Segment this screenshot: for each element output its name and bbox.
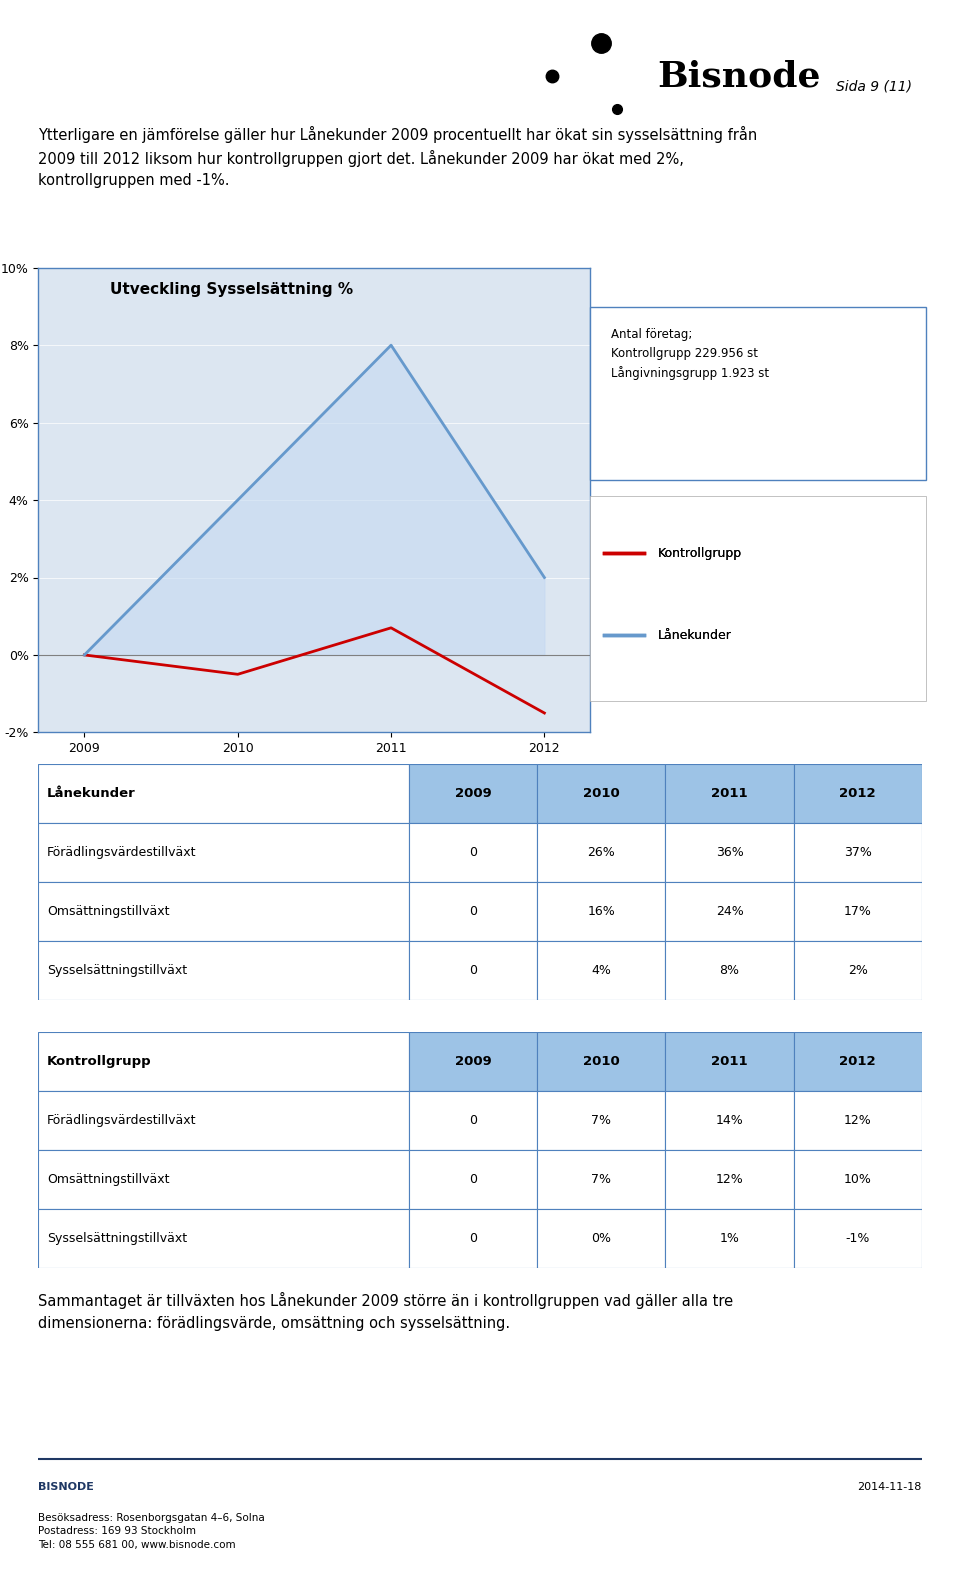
Text: 2014-11-18: 2014-11-18	[857, 1482, 922, 1493]
Text: Förädlingsvärdestillväxt: Förädlingsvärdestillväxt	[47, 1114, 197, 1126]
Bar	[538, 1090, 665, 1150]
Text: Sysselsättningstillväxt: Sysselsättningstillväxt	[47, 964, 187, 976]
Bar	[409, 940, 538, 1000]
Bar	[665, 1210, 794, 1268]
FancyBboxPatch shape	[590, 496, 926, 701]
Bar	[38, 1090, 409, 1150]
Bar	[794, 940, 922, 1000]
Text: Kontrollgrupp: Kontrollgrupp	[658, 547, 742, 561]
Text: Sammantaget är tillväxten hos Lånekunder 2009 större än i kontrollgruppen vad gä: Sammantaget är tillväxten hos Lånekunder…	[38, 1292, 733, 1331]
Text: 0%: 0%	[591, 1232, 612, 1244]
Bar	[794, 1032, 922, 1090]
Text: 0: 0	[469, 846, 477, 858]
Text: 8%: 8%	[719, 964, 739, 976]
Text: 0: 0	[469, 906, 477, 918]
Bar	[538, 764, 665, 822]
Bar	[538, 822, 665, 882]
Bar	[665, 1032, 794, 1090]
Text: 16%: 16%	[588, 906, 615, 918]
Text: Besöksadress: Rosenborgsgatan 4–6, Solna
Postadress: 169 93 Stockholm
Tel: 08 55: Besöksadress: Rosenborgsgatan 4–6, Solna…	[38, 1514, 265, 1550]
Bar	[665, 1150, 794, 1210]
Text: 2012: 2012	[839, 1055, 876, 1068]
Bar	[409, 822, 538, 882]
Bar	[38, 940, 409, 1000]
Text: Ytterligare en jämförelse gäller hur Lånekunder 2009 procentuellt har ökat sin s: Ytterligare en jämförelse gäller hur Lån…	[38, 126, 757, 187]
Text: Förädlingsvärdestillväxt: Förädlingsvärdestillväxt	[47, 846, 197, 858]
Bar	[409, 1090, 538, 1150]
Bar	[794, 882, 922, 940]
Text: 2%: 2%	[848, 964, 868, 976]
Text: 12%: 12%	[715, 1173, 743, 1186]
Text: Lånekunder: Lånekunder	[658, 628, 732, 643]
Text: 10%: 10%	[844, 1173, 872, 1186]
Bar	[665, 1090, 794, 1150]
Text: -1%: -1%	[846, 1232, 870, 1244]
Bar	[538, 940, 665, 1000]
Text: Sida 9 (11): Sida 9 (11)	[836, 80, 912, 93]
Text: 17%: 17%	[844, 906, 872, 918]
Text: Antal företag;
Kontrollgrupp 229.956 st
Långivningsgrupp 1.923 st: Antal företag; Kontrollgrupp 229.956 st …	[611, 328, 769, 381]
Bar	[665, 822, 794, 882]
Text: 1%: 1%	[720, 1232, 739, 1244]
Text: Kontrollgrupp: Kontrollgrupp	[47, 1055, 152, 1068]
Bar	[38, 1150, 409, 1210]
Text: Bisnode: Bisnode	[657, 60, 821, 93]
Bar	[794, 822, 922, 882]
Text: 7%: 7%	[591, 1173, 612, 1186]
Text: 2010: 2010	[583, 788, 620, 800]
Text: 0: 0	[469, 1114, 477, 1126]
Bar	[409, 1210, 538, 1268]
Bar	[538, 1210, 665, 1268]
Text: 0: 0	[469, 1173, 477, 1186]
Text: 7%: 7%	[591, 1114, 612, 1126]
Bar	[409, 882, 538, 940]
FancyBboxPatch shape	[590, 307, 926, 480]
Text: 24%: 24%	[715, 906, 743, 918]
Text: 2011: 2011	[711, 788, 748, 800]
Text: 0: 0	[469, 964, 477, 976]
Text: Omsättningstillväxt: Omsättningstillväxt	[47, 906, 170, 918]
Bar	[38, 1032, 409, 1090]
Text: 4%: 4%	[591, 964, 612, 976]
Text: 2012: 2012	[839, 788, 876, 800]
Text: BISNODE: BISNODE	[38, 1482, 94, 1493]
Bar	[409, 764, 538, 822]
Text: 2009: 2009	[455, 1055, 492, 1068]
Bar	[409, 1150, 538, 1210]
Bar	[38, 764, 409, 822]
Text: 36%: 36%	[715, 846, 743, 858]
Bar	[538, 882, 665, 940]
Text: 12%: 12%	[844, 1114, 872, 1126]
Text: 14%: 14%	[715, 1114, 743, 1126]
Text: Sysselsättningstillväxt: Sysselsättningstillväxt	[47, 1232, 187, 1244]
Bar	[665, 940, 794, 1000]
Text: Lånekunder: Lånekunder	[658, 628, 732, 643]
Text: 26%: 26%	[588, 846, 615, 858]
Text: Utveckling Sysselsättning %: Utveckling Sysselsättning %	[110, 282, 353, 296]
Text: Lånekunder: Lånekunder	[47, 788, 136, 800]
Text: 2010: 2010	[583, 1055, 620, 1068]
Bar	[794, 1150, 922, 1210]
Bar	[38, 1210, 409, 1268]
Bar	[665, 882, 794, 940]
Bar	[538, 1150, 665, 1210]
Bar	[665, 764, 794, 822]
Bar	[409, 1032, 538, 1090]
Text: Omsättningstillväxt: Omsättningstillväxt	[47, 1173, 170, 1186]
Bar	[794, 764, 922, 822]
Bar	[794, 1210, 922, 1268]
Text: 0: 0	[469, 1232, 477, 1244]
Bar	[38, 882, 409, 940]
Text: Kontrollgrupp: Kontrollgrupp	[658, 547, 742, 561]
Bar	[38, 822, 409, 882]
Text: 37%: 37%	[844, 846, 872, 858]
Text: 2011: 2011	[711, 1055, 748, 1068]
Text: 2009: 2009	[455, 788, 492, 800]
Bar	[794, 1090, 922, 1150]
Bar	[538, 1032, 665, 1090]
